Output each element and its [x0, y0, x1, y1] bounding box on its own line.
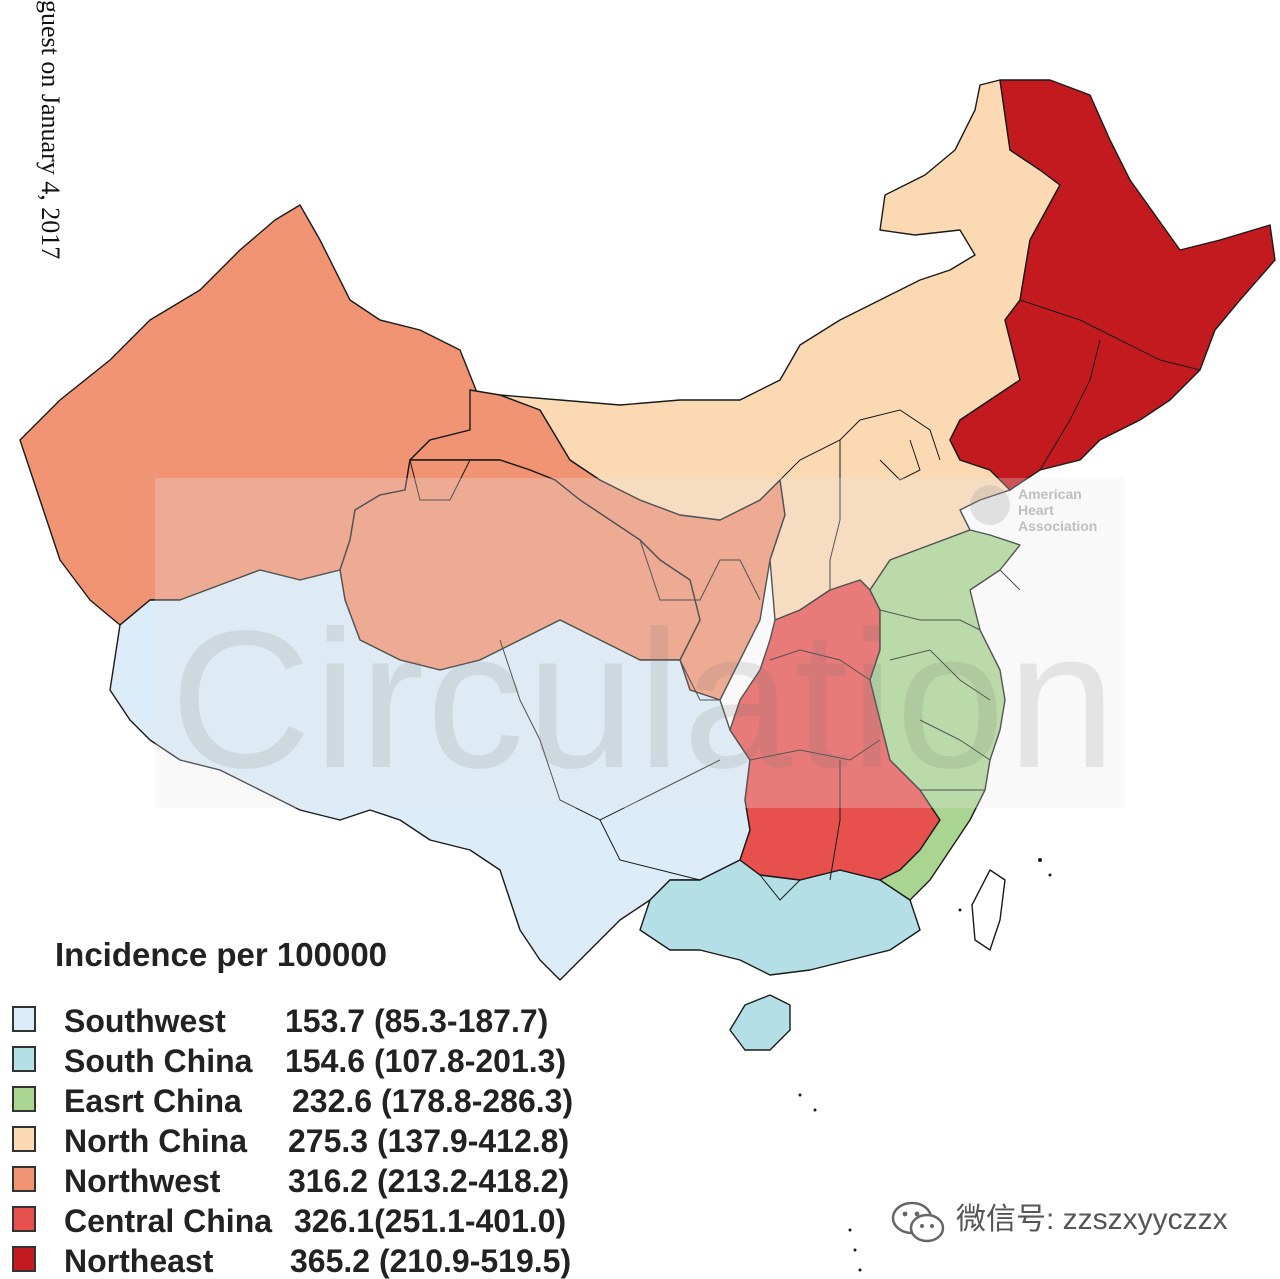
- legend-incidence-value: 326.1(251.1-401.0): [294, 1203, 567, 1239]
- legend-row: Southwest 153.7 (85.3-187.7): [12, 1002, 612, 1042]
- legend-row: Easrt China 232.6 (178.8-286.3): [12, 1082, 612, 1122]
- download-note: guest on January 4, 2017: [36, 0, 65, 260]
- legend-swatch: [12, 1246, 36, 1272]
- legend-region-name: Southwest: [64, 1003, 226, 1039]
- legend-row: South China 154.6 (107.8-201.3): [12, 1042, 612, 1082]
- legend-region-name: Central China: [64, 1203, 273, 1239]
- legend-incidence-value: 365.2 (210.9-519.5): [290, 1243, 572, 1279]
- legend-incidence-value: 232.6 (178.8-286.3): [292, 1083, 574, 1119]
- legend-title: Incidence per 100000: [55, 936, 388, 973]
- legend-row: Northwest 316.2 (213.2-418.2): [12, 1162, 612, 1202]
- legend-swatch: [12, 1166, 36, 1192]
- wechat-id-label: 微信号: zzszxyyczzx: [956, 1203, 1228, 1236]
- legend-swatch: [12, 1086, 36, 1112]
- island-taiwan: [971, 869, 1006, 951]
- logo-line: Association: [1018, 518, 1098, 534]
- legend-region-name: Easrt China: [64, 1083, 242, 1119]
- region-east-china: [869, 529, 1021, 901]
- legend-incidence-value: 154.6 (107.8-201.3): [285, 1043, 567, 1079]
- watermark-logo-text: American Heart Association: [1018, 486, 1128, 534]
- logo-line: Heart: [1018, 502, 1054, 518]
- legend-region-name: Northeast: [64, 1243, 214, 1279]
- legend-swatch: [12, 1006, 36, 1032]
- legend-swatch: [12, 1126, 36, 1152]
- logo-line: American: [1018, 486, 1082, 502]
- wechat-icon: [891, 1201, 945, 1243]
- watermark-word: Circulation: [170, 590, 1118, 809]
- legend-incidence-value: 153.7 (85.3-187.7): [285, 1003, 549, 1039]
- legend-incidence-value: 316.2 (213.2-418.2): [288, 1163, 570, 1199]
- legend-swatch: [12, 1046, 36, 1072]
- legend-row: Northeast 365.2 (210.9-519.5): [12, 1242, 612, 1279]
- legend-row: North China 275.3 (137.9-412.8): [12, 1122, 612, 1162]
- legend-row: Central China 326.1(251.1-401.0): [12, 1202, 612, 1242]
- legend-region-name: North China: [64, 1123, 248, 1159]
- legend-region-name: South China: [64, 1043, 253, 1079]
- legend-swatch: [12, 1206, 36, 1232]
- region-south-china-hainan: [729, 994, 791, 1051]
- legend-incidence-value: 275.3 (137.9-412.8): [288, 1123, 570, 1159]
- wechat-credit: 微信号: zzszxyyczzx: [890, 1196, 1270, 1246]
- legend-region-name: Northwest: [64, 1163, 221, 1199]
